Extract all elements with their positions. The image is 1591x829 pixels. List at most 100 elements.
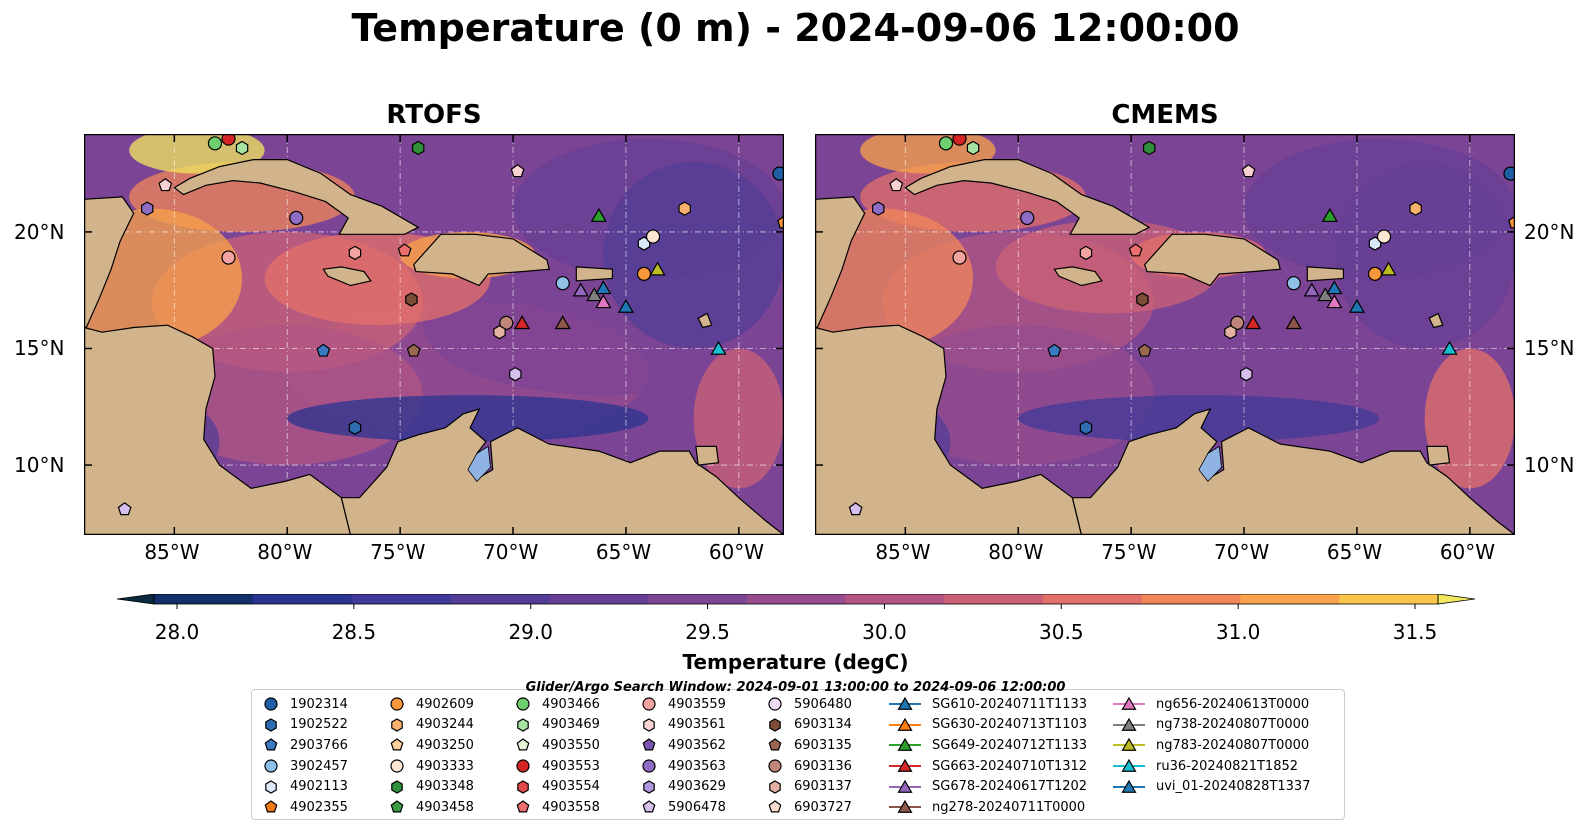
legend-label: 1902314 [290,696,348,712]
legend-column: 1902314 1902522 2903766 3902457 4902113 49023… [262,694,348,818]
legend-marker [642,738,656,751]
legend-label: 4903333 [416,758,474,774]
map-marker [509,366,522,382]
map-marker [586,287,603,302]
argo-circle-icon [516,697,530,711]
lon-tick-label: 80°W [257,540,313,564]
map-marker [966,140,980,156]
legend-label: 6903727 [794,799,852,815]
legend-entry: 6903727 [766,797,852,818]
legend-marker [265,779,277,794]
legend-entry: 4903550 [514,735,600,756]
glider-triangle-icon [1113,758,1145,772]
lat-tick-label-right: 20°N [1524,219,1575,244]
map-marker [1303,282,1320,297]
legend-entry: 4903559 [640,694,726,715]
map-marker [1137,343,1152,357]
glider-triangle-icon [1113,738,1145,752]
map-marker [493,324,506,340]
map-marker [1286,276,1301,291]
map-marker [1326,294,1343,309]
lat-tick-label-right: 10°N [1524,453,1575,478]
legend-entry: 4903629 [640,776,726,797]
argo-pentagon-icon [264,738,278,751]
lon-tick-label: 85°W [144,540,200,564]
map-marker [1326,280,1343,295]
legend-entry: 5906478 [640,797,726,818]
legend-label: SG663-20240710T1312 [932,758,1088,774]
legend-label: SG610-20240711T1133 [932,696,1088,712]
argo-circle-icon [390,759,404,773]
legend-label: 3902457 [290,758,348,774]
map-marker [1136,292,1149,307]
map-marker [117,502,132,516]
legend-entry: 2903766 [262,735,348,756]
map-marker [590,207,607,222]
map-marker [645,229,661,244]
argo-hexagon-icon [391,718,403,732]
map-marker [595,280,612,295]
legend-entry: ru36-20240821T1852 [1112,756,1310,777]
map-marker [554,315,571,330]
lon-tick-label: 85°W [875,540,931,564]
legend-marker [1121,738,1137,752]
legend-marker [897,758,913,772]
legend-column: 5906480 6903134 6903135 6903136 6903137 69037… [766,694,852,818]
map-marker [710,340,727,355]
argo-pentagon-icon [642,800,656,813]
argo-circle-icon [642,759,656,773]
legend-entry: 4902113 [262,776,348,797]
legend-label: 4903562 [668,737,726,753]
map-marker [411,140,425,156]
legend-column: 4903466 4903469 4903550 4903553 4903554 49035… [514,694,600,818]
legend-label: 4903629 [668,779,726,795]
colorbar-tick-label: 29.0 [508,620,553,644]
legend-label: SG678-20240617T1202 [932,779,1088,795]
map-marker [1240,366,1253,382]
argo-hexagon-icon [391,779,403,794]
lon-tick-label: 65°W [595,540,652,564]
lon-tick-label: 75°W [370,540,426,564]
legend-marker [390,697,404,711]
map-marker [678,201,691,216]
map-panel-cmems [815,134,1515,535]
map-marker [397,243,412,257]
legend-label: 5906478 [668,799,726,815]
lon-tick-label: 70°W [483,540,539,564]
legend-entry: 4903458 [388,797,474,818]
argo-pentagon-icon [264,800,278,813]
legend-marker [642,697,656,711]
map-marker [1285,315,1302,330]
lat-tick-label-left: 20°N [14,219,65,244]
argo-pentagon-icon [516,800,530,813]
legend-entry: 4902609 [388,694,474,715]
map-marker [777,215,784,229]
legend-entry: ng656-20240613T0000 [1112,694,1310,715]
legend-marker [897,717,913,731]
map-marker [513,315,531,330]
lat-tick-label-right: 15°N [1524,336,1575,361]
map-marker [938,136,954,151]
legend-marker [1121,717,1137,731]
glider-triangle-icon [1113,779,1145,793]
map-marker [1348,298,1366,313]
argo-hexagon-icon [643,718,655,732]
colorbar-tick-label: 28.0 [154,620,200,644]
legend-marker [897,697,913,711]
lon-tick-label: 65°W [1326,540,1383,564]
legend-entry: SG610-20240711T1133 [888,694,1087,715]
map-marker [1367,266,1383,281]
legend-marker [768,697,782,711]
legend-entry: uvi_01-20240828T1337 [1112,776,1310,797]
argo-pentagon-icon [642,738,656,751]
map-marker [649,261,666,276]
argo-hexagon-icon [769,718,781,732]
legend-label: ru36-20240821T1852 [1156,758,1299,774]
map-marker [289,210,304,226]
glider-triangle-icon [889,738,921,752]
legend-entry: 4903244 [388,715,474,736]
glider-triangle-icon [889,800,921,814]
map-marker [1224,324,1237,340]
legend-entry: 4902355 [262,797,348,818]
legend-marker [643,718,655,732]
